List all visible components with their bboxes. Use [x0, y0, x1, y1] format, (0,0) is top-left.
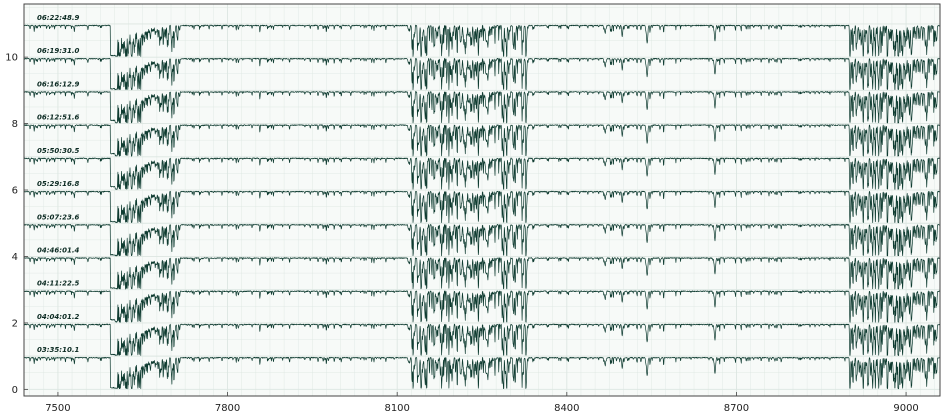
- x-tick-label: 8700: [724, 403, 749, 414]
- y-tick-label: 0: [12, 385, 18, 396]
- spectrum-line: [23, 290, 941, 323]
- spectrum-line: [23, 356, 941, 390]
- spectrum-line: [23, 157, 941, 190]
- axis-ticks: 7500 7800 8100 8400 8700 9000 0 2 4 6 8 10: [5, 53, 919, 414]
- spectrum-line: [23, 24, 941, 57]
- grid-lines: [24, 4, 940, 396]
- x-tick-label: 7800: [215, 403, 240, 414]
- spectrum-line: [23, 190, 941, 224]
- x-tick-label: 7500: [45, 403, 70, 414]
- x-tick-label: 8100: [384, 403, 409, 414]
- series-label: 04:46:01.4: [37, 246, 79, 254]
- series-label: 05:50:30.5: [37, 147, 79, 155]
- y-tick-label: 4: [12, 252, 18, 263]
- series-label: 06:22:48.9: [37, 14, 79, 22]
- y-tick-label: 10: [5, 53, 18, 64]
- series-label: 03:35:10.1: [37, 346, 79, 354]
- series-label: 04:11:22.5: [37, 280, 79, 288]
- series-label: 06:12:51.6: [37, 114, 79, 122]
- y-tick-label: 2: [12, 318, 18, 329]
- x-tick-label: 8400: [554, 403, 579, 414]
- spectrum-line: [23, 257, 941, 290]
- spectrum-line: [23, 124, 941, 157]
- series-label: 06:16:12.9: [37, 80, 79, 88]
- series-label: 04:04:01.2: [37, 313, 79, 321]
- series-labels: 03:35:10.1 04:04:01.2 04:11:22.5 04:46:01.4…: [37, 14, 79, 354]
- series-layer: [23, 24, 941, 390]
- y-tick-label: 6: [12, 186, 18, 197]
- series-label: 05:07:23.6: [37, 213, 79, 221]
- x-tick-label: 9000: [893, 403, 918, 414]
- spectrum-line: [23, 57, 941, 91]
- spectrum-line: [23, 91, 941, 124]
- plot-frame: [23, 3, 941, 397]
- spectrum-line: [23, 323, 941, 356]
- series-label: 05:29:16.8: [37, 180, 79, 188]
- y-tick-label: 8: [12, 119, 18, 130]
- spectrum-line: [23, 224, 941, 257]
- series-label: 06:19:31.0: [37, 47, 79, 55]
